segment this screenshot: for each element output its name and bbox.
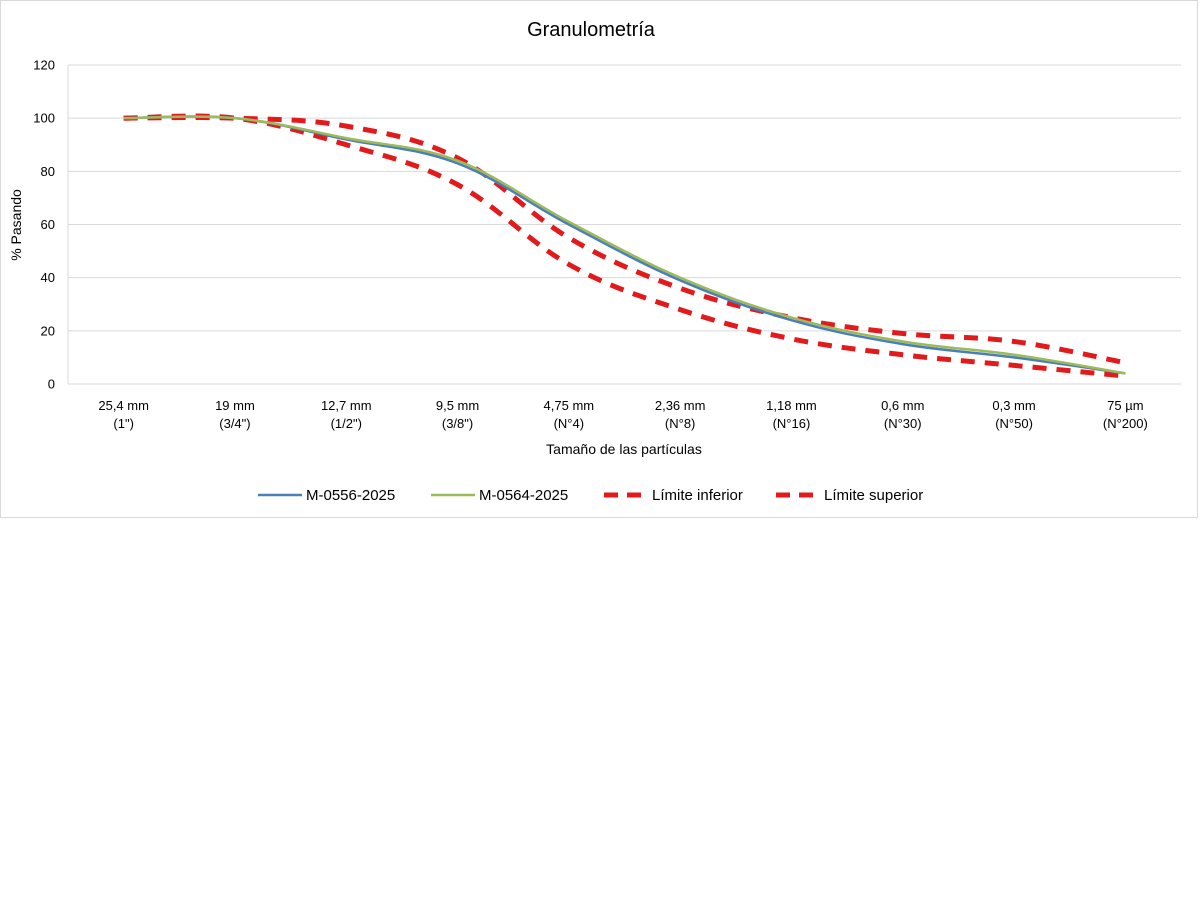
y-tick-label: 80 bbox=[41, 164, 55, 179]
y-axis-label: % Pasando bbox=[8, 189, 24, 261]
x-tick-label: 75 µm bbox=[1107, 398, 1143, 413]
x-tick-label: 25,4 mm bbox=[98, 398, 149, 413]
x-tick-sublabel: (3/8") bbox=[442, 416, 473, 431]
legend-label: M-0556-2025 bbox=[306, 487, 395, 504]
x-tick-label: 12,7 mm bbox=[321, 398, 372, 413]
y-tick-label: 40 bbox=[41, 270, 55, 285]
gridlines bbox=[67, 64, 1181, 385]
series-line-2 bbox=[123, 113, 1126, 379]
x-tick-sublabel: (N°30) bbox=[884, 416, 922, 431]
chart-frame: Granulometría 0 20 40 60 80 100 120 25,4 mm (1"… bbox=[0, 0, 1198, 518]
x-tick-sublabel: (N°4) bbox=[554, 416, 584, 431]
x-tick-sublabel: (N°16) bbox=[773, 416, 811, 431]
x-tick-label: 0,3 mm bbox=[992, 398, 1035, 413]
x-tick-label: 0,6 mm bbox=[881, 398, 924, 413]
x-tick-label: 1,18 mm bbox=[766, 398, 817, 413]
legend: M-0556-2025 M-0564-2025 Límite inferior Lím… bbox=[258, 487, 923, 504]
x-tick-sublabel: (3/4") bbox=[219, 416, 250, 431]
series-lines bbox=[123, 113, 1126, 379]
legend-label: Límite inferior bbox=[652, 487, 743, 504]
x-axis-label: Tamaño de las partículas bbox=[546, 441, 702, 457]
y-tick-label: 120 bbox=[33, 58, 55, 73]
x-tick-sublabel: (N°200) bbox=[1103, 416, 1148, 431]
x-tick-sublabel: (1/2") bbox=[331, 416, 362, 431]
y-tick-label: 0 bbox=[48, 377, 55, 392]
series-line-3 bbox=[123, 115, 1126, 366]
legend-label: Límite superior bbox=[824, 487, 923, 504]
x-axis-ticks: 25,4 mm (1") 19 mm (3/4") 12,7 mm (1/2") 9,5 m… bbox=[98, 398, 1147, 431]
x-tick-label: 9,5 mm bbox=[436, 398, 479, 413]
x-tick-sublabel: (1") bbox=[113, 416, 134, 431]
x-tick-label: 19 mm bbox=[215, 398, 255, 413]
chart-title: Granulometría bbox=[527, 19, 656, 41]
x-tick-sublabel: (N°8) bbox=[665, 416, 695, 431]
series-line-1 bbox=[123, 115, 1126, 375]
y-tick-label: 60 bbox=[41, 217, 55, 232]
y-axis-ticks: 0 20 40 60 80 100 120 bbox=[33, 58, 55, 392]
series-line-0 bbox=[123, 115, 1126, 375]
granulometry-chart: Granulometría 0 20 40 60 80 100 120 25,4 mm (1"… bbox=[8, 19, 1181, 504]
x-tick-label: 2,36 mm bbox=[655, 398, 706, 413]
legend-label: M-0564-2025 bbox=[479, 487, 568, 504]
y-tick-label: 100 bbox=[33, 111, 55, 126]
x-tick-label: 4,75 mm bbox=[544, 398, 595, 413]
x-tick-sublabel: (N°50) bbox=[995, 416, 1033, 431]
y-tick-label: 20 bbox=[41, 323, 55, 338]
